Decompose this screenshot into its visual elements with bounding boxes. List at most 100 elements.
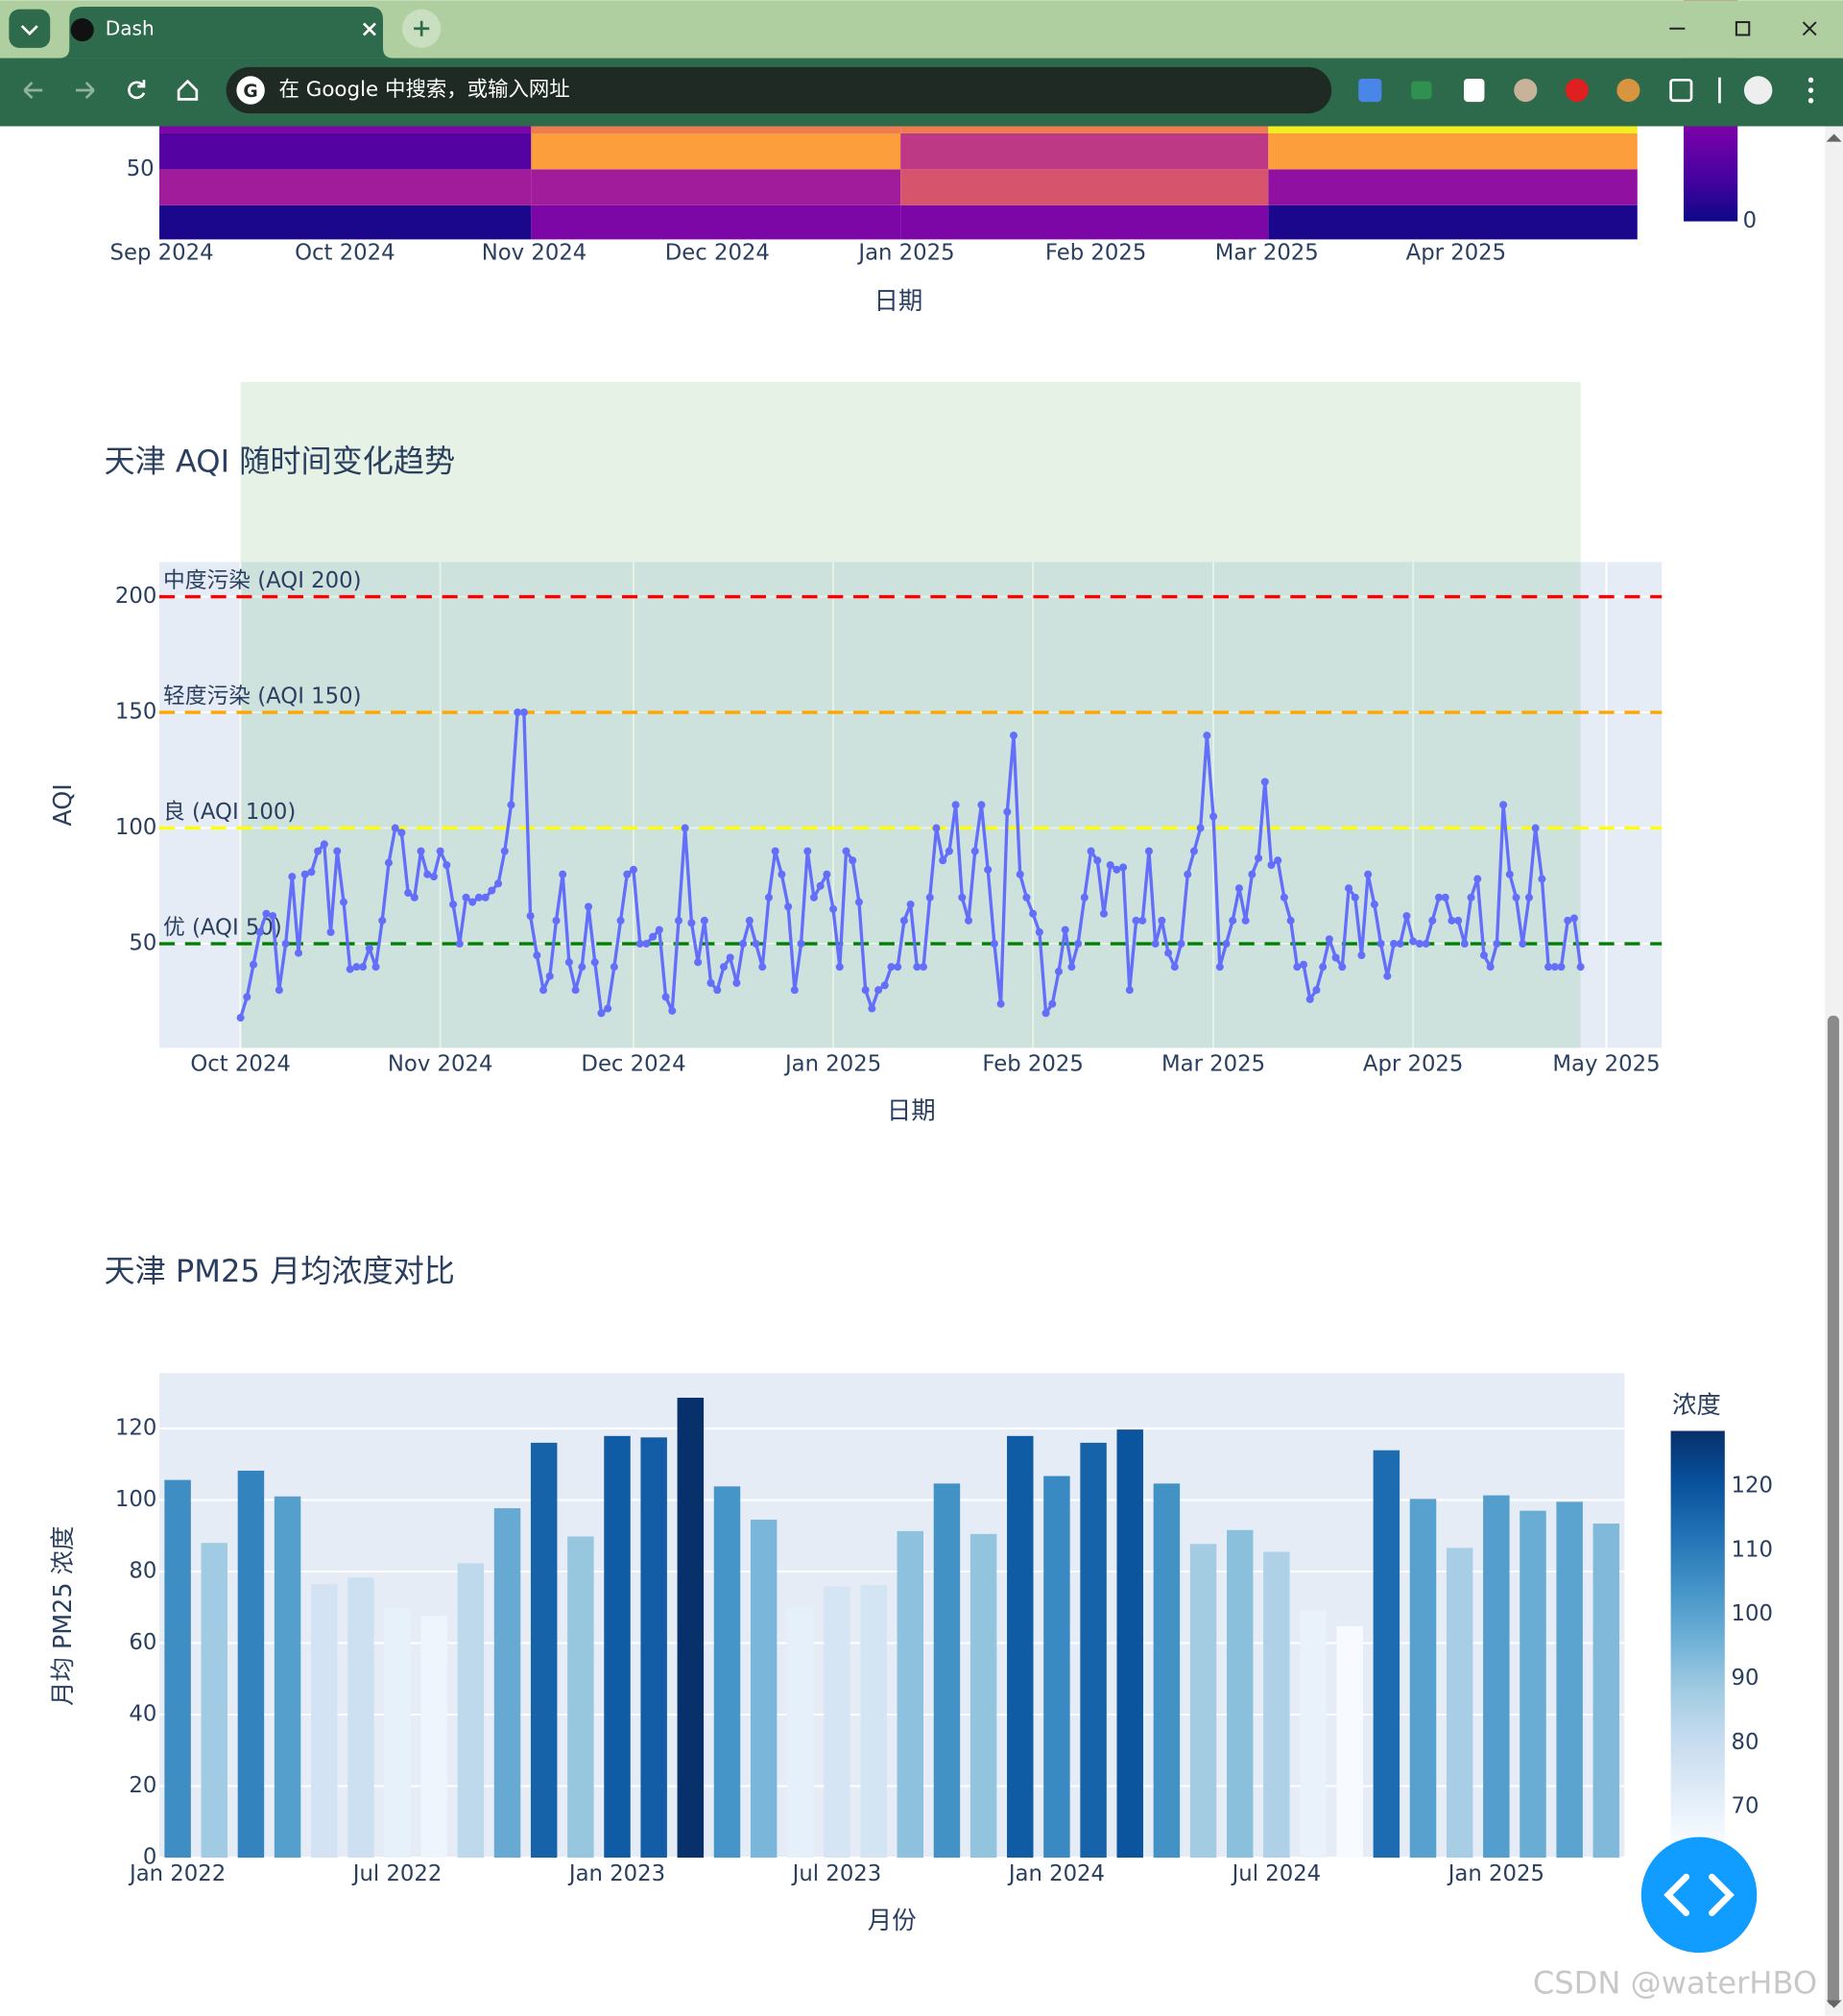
aqi-point [771,847,779,855]
aqi-point [1260,778,1269,786]
aqi-point [1422,940,1430,948]
colorbar-tick-label: 70 [1732,1794,1759,1819]
aqi-point [1209,812,1218,821]
aqi-point [925,893,934,901]
bar [677,1397,705,1859]
aqi-point [545,972,554,980]
aqi-point [474,893,483,901]
aqi-point [462,893,470,901]
aqi-point [585,902,593,911]
tab-title: Dash [106,17,155,40]
aqi-point [1164,948,1173,957]
aqi-point [1325,935,1333,944]
x-tick-label: Apr 2025 [1363,1051,1464,1076]
aqi-point [642,940,651,948]
aqi-point [1557,963,1566,972]
bar [457,1563,485,1859]
bar [750,1519,778,1859]
address-bar[interactable] [226,66,1332,114]
heatmap-cell [1268,132,1638,170]
aqi-point [913,963,922,972]
aqi-point [255,927,264,937]
extension-icon[interactable] [1464,78,1485,103]
heatmap-cell [159,126,532,133]
bar [420,1616,447,1859]
aqi-point [269,912,277,921]
reload-button[interactable] [128,80,146,100]
aqi-point [745,916,754,924]
active-tab[interactable] [59,6,394,59]
aqi-point [352,963,361,972]
extension-icon[interactable] [1616,78,1640,103]
bar [164,1479,191,1859]
bar [824,1586,850,1859]
aqi-point [359,963,368,972]
aqi-point [990,940,998,948]
colorbar-tick-label: 0 [1743,208,1757,233]
colorbar-tick-label: 80 [1732,1730,1759,1755]
aqi-point [262,909,271,918]
back-button[interactable] [23,82,43,99]
aqi-point [1184,870,1192,878]
aqi-point [635,940,644,948]
extension-icon[interactable] [1358,78,1382,103]
x-tick-label: Jan 2024 [1007,1861,1105,1886]
bar [1446,1548,1473,1859]
aqi-point [1467,893,1475,901]
aqi-point [1486,963,1495,972]
extensions-menu[interactable] [1669,78,1693,103]
bar [493,1508,521,1859]
extension-icon[interactable] [1411,81,1432,100]
y-axis-title: AQI [48,783,77,826]
heatmap-cell [1268,126,1638,133]
bar [201,1543,228,1859]
aqi-point [1479,951,1488,960]
aqi-point [384,858,393,867]
button-circle[interactable] [1640,1836,1758,1954]
scrollbar-thumb[interactable] [1827,1016,1839,2005]
aqi-point [1255,853,1263,862]
chart-title: 天津 PM25 月均浓度对比 [104,1253,454,1289]
tab-search-button[interactable] [9,9,51,48]
aqi-point [404,889,413,898]
forward-button[interactable] [75,82,95,99]
aqi-point [590,958,599,967]
address-placeholder[interactable]: 在 Google 中搜索，或输入网址 [279,78,570,102]
aqi-point [610,963,618,972]
aqi-point [397,828,406,837]
tab-close[interactable] [362,22,376,36]
bar [384,1608,411,1859]
aqi-point [1544,963,1553,972]
aqi-point [488,886,496,895]
bar [1043,1476,1070,1859]
aqi-point [1151,940,1160,948]
aqi-point [752,940,760,948]
dev-tools-button[interactable] [1640,1836,1758,1954]
close-window-button[interactable] [1802,21,1817,36]
aqi-point [250,960,258,969]
aqi-point [1177,940,1185,948]
aqi-point [519,708,528,717]
aqi-point [835,963,844,972]
aqi-point [694,958,703,967]
heatmap-cell [159,132,532,170]
heatmap-cell [531,169,901,205]
aqi-point [868,1004,876,1013]
maximize-button[interactable] [1735,21,1751,36]
aqi-point [899,916,908,924]
aqi-point [1196,824,1205,832]
aqi-point [829,904,838,913]
aqi-point [1119,863,1128,872]
colorbar-tick-label: 110 [1732,1537,1773,1562]
extension-icon[interactable] [1514,78,1538,103]
bar [567,1536,594,1859]
aqi-point [1158,916,1166,924]
y-axis-title: 月均 PM25 浓度 [48,1526,77,1706]
aqi-point [378,916,387,924]
home-button[interactable] [177,79,199,101]
x-axis-title: 日期 [874,286,922,315]
profile-avatar[interactable] [1743,76,1773,105]
extension-icon[interactable] [1565,78,1589,103]
aqi-point [977,801,986,809]
